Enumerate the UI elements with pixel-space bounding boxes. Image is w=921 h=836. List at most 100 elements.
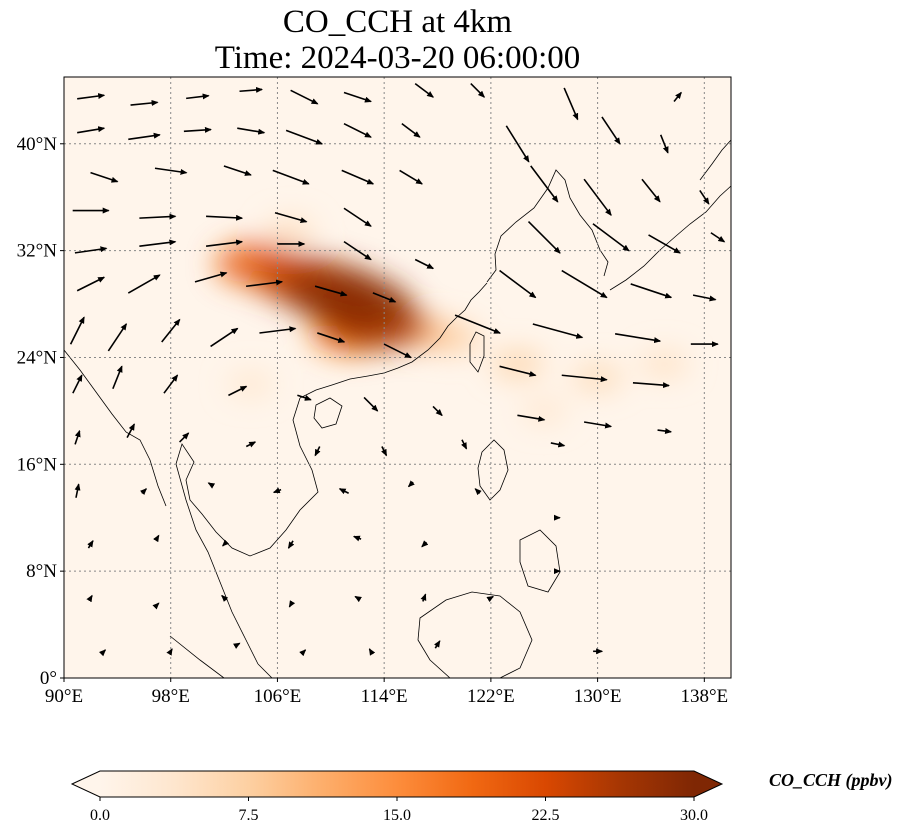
wind-arrow	[130, 99, 159, 106]
map-frame	[63, 76, 732, 679]
wind-arrow	[297, 394, 312, 401]
wind-arrow	[272, 169, 310, 185]
wind-arrow	[163, 374, 179, 394]
coastline-malay-peninsula	[257, 663, 273, 678]
wind-arrow	[126, 423, 136, 439]
wind-arrow	[287, 540, 295, 549]
wind-arrow	[499, 269, 537, 299]
chart-subtitle-time: Time: 2024-03-20 06:00:00	[214, 40, 581, 76]
wind-arrow	[206, 214, 244, 221]
wind-arrow	[259, 326, 297, 334]
wind-arrow	[414, 82, 434, 98]
ytick-label: 8°N	[26, 561, 57, 582]
wind-arrow	[272, 487, 282, 494]
wind-arrow	[290, 89, 319, 105]
wind-arrow	[285, 129, 324, 145]
wind-arrow	[317, 332, 346, 343]
wind-arrow	[74, 429, 81, 445]
wind-arrow	[505, 125, 530, 163]
wind-arrow	[299, 649, 307, 657]
wind-arrow	[614, 333, 662, 344]
co-plume-cell	[640, 351, 689, 378]
map-background	[64, 77, 731, 678]
wind-arrow	[274, 211, 308, 223]
wind-arrow	[372, 292, 397, 303]
wind-arrow	[161, 318, 181, 343]
wind-arrow	[128, 132, 161, 141]
wind-arrow	[434, 640, 441, 649]
ytick-label: 0°	[40, 668, 57, 689]
coastline-japan-north	[699, 139, 731, 181]
xtick-label: 106°E	[254, 686, 302, 707]
wind-arrow	[77, 126, 106, 134]
wind-arrow	[127, 274, 161, 294]
wind-arrow	[338, 488, 349, 495]
wind-arrow	[186, 93, 210, 100]
wind-arrow	[183, 126, 212, 133]
coastline-borneo	[417, 591, 533, 678]
colorbar: 0.0 7.5 15.0 22.5 30.0 CO_CCH (ppbv)	[70, 770, 893, 824]
wind-arrow	[517, 414, 546, 422]
wind-arrow	[381, 446, 388, 457]
wind-arrow	[239, 86, 264, 93]
wind-arrow	[592, 223, 630, 252]
wind-arrow	[87, 539, 94, 549]
colorbar-extend-min	[72, 771, 100, 797]
wind-arrow	[205, 239, 244, 247]
colorbar-ticks: 0.0 7.5 15.0 22.5 30.0	[90, 797, 708, 824]
wind-arrow	[153, 534, 160, 543]
xtick-label: 138°E	[680, 686, 728, 707]
wind-arrow	[90, 171, 119, 183]
wind-arrow	[632, 382, 670, 389]
colorbar-title: CO_CCH (ppbv)	[769, 770, 893, 791]
chart-title: CO_CCH at 4km	[282, 4, 513, 40]
wind-arrow	[583, 421, 613, 429]
coastline-myanmar-india	[64, 349, 167, 507]
wind-arrow	[139, 239, 177, 247]
wind-arrow	[245, 441, 257, 448]
ytick-label: 40°N	[17, 134, 58, 155]
wind-arrow	[74, 483, 81, 498]
wind-arrow	[401, 123, 421, 138]
wind-arrow	[561, 374, 608, 383]
gridlines	[64, 77, 731, 678]
wind-arrow	[246, 279, 284, 288]
wind-arrow	[530, 165, 559, 203]
wind-arrow	[86, 594, 93, 603]
coastlines	[64, 139, 731, 678]
wind-arrow	[363, 396, 379, 412]
wind-arrow	[657, 428, 673, 435]
wind-arrow	[237, 127, 266, 135]
wind-arrow	[421, 540, 429, 548]
wind-arrow	[341, 169, 375, 185]
coastline-hainan	[313, 397, 343, 429]
wind-arrow	[194, 271, 228, 283]
colorbar-tick-label: 22.5	[532, 807, 560, 824]
wind-arrow	[699, 190, 710, 205]
wind-arrow	[228, 385, 248, 397]
wind-arrow	[288, 600, 296, 608]
colorbar-tick-label: 15.0	[383, 807, 411, 824]
wind-arrow	[692, 294, 717, 302]
wind-arrow	[648, 234, 681, 254]
wind-arrow	[77, 93, 106, 100]
ytick-label: 16°N	[17, 454, 58, 475]
coastline-sumatra	[169, 635, 225, 678]
xtick-label: 90°E	[45, 686, 83, 707]
wind-arrow	[710, 232, 726, 243]
wind-arrow	[601, 116, 621, 145]
wind-arrow	[152, 602, 160, 610]
coastline-philippines-south	[519, 529, 561, 593]
wind-arrow	[368, 648, 376, 656]
wind-arrow	[210, 327, 239, 348]
xtick-label: 98°E	[152, 686, 190, 707]
longitude-ticks: 90°E 98°E 106°E 114°E 122°E 130°E 138°E	[45, 678, 728, 707]
coastline-japan	[609, 185, 731, 291]
wind-arrow	[420, 593, 427, 602]
wind-arrow	[314, 285, 348, 297]
latitude-ticks: 0° 8°N 16°N 24°N 32°N 40°N	[17, 134, 64, 689]
wind-arrow	[550, 441, 566, 448]
coastline-china	[299, 282, 488, 399]
wind-arrow	[499, 365, 537, 377]
